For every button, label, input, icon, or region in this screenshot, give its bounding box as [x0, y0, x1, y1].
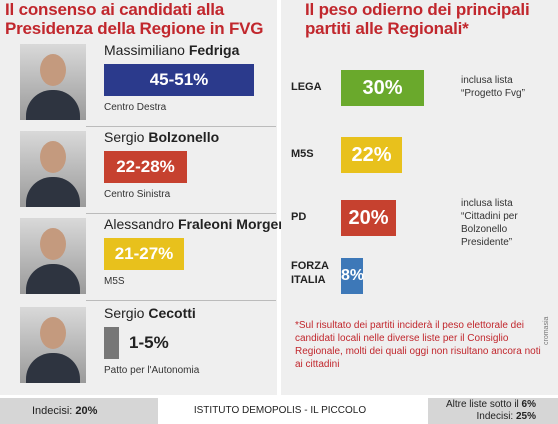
row-separator: [86, 300, 276, 301]
candidate-row: Massimiliano Fedriga 45-51% Centro Destra: [0, 40, 277, 124]
candidate-first-name: Massimiliano: [104, 42, 185, 58]
photo-head: [40, 141, 66, 173]
candidates-panel: Il consenso ai candidati alla Presidenza…: [0, 0, 292, 395]
parties-panel: Il peso odierno dei principali partiti a…: [281, 0, 558, 395]
candidate-name: Sergio Cecotti: [104, 305, 196, 321]
candidate-first-name: Sergio: [104, 129, 145, 145]
candidate-photo: [20, 44, 86, 120]
candidate-range-label: 22-28%: [116, 157, 175, 176]
party-row: LEGA 30% inclusa lista “Progetto Fvg”: [281, 70, 558, 110]
indecisi-left-value: 20%: [75, 405, 98, 417]
candidate-photo: [20, 218, 86, 294]
photo-body: [26, 264, 80, 294]
candidate-photo: [20, 131, 86, 207]
altre-liste-label: Altre liste sotto il: [445, 399, 522, 410]
candidate-name: Massimiliano Fedriga: [104, 42, 239, 58]
party-note: inclusa lista “Cittadini per Bolzonello …: [461, 198, 518, 248]
indecisi-parties: Altre liste sotto il 6% Indecisi: 25%: [428, 398, 558, 424]
candidate-row: Sergio Bolzonello 22-28% Centro Sinistra: [0, 127, 277, 211]
parties-title: Il peso odierno dei principali partiti a…: [305, 0, 530, 38]
candidate-photo: [20, 307, 86, 383]
candidate-first-name: Sergio: [104, 305, 145, 321]
party-row: M5S 22%: [281, 137, 558, 177]
candidate-row: Sergio Cecotti 1-5% Patto per l'Autonomia: [0, 303, 277, 387]
candidate-name: Alessandro Fraleoni Morgera: [104, 216, 292, 232]
party-note: inclusa lista “Progetto Fvg”: [461, 75, 525, 99]
party-bar: 30%: [341, 70, 424, 106]
party-bar: 20%: [341, 200, 396, 236]
candidate-bar: [104, 64, 254, 96]
indecisi-right-value: 25%: [515, 411, 536, 422]
credit: cromasia: [543, 316, 550, 345]
party-row: FORZA ITALIA 8%: [281, 258, 558, 298]
candidate-range-label: 1-5%: [129, 333, 169, 352]
candidate-last-name: Fedriga: [188, 42, 240, 58]
candidates-title: Il consenso ai candidati alla Presidenza…: [5, 0, 264, 38]
candidate-coalition: Patto per l'Autonomia: [104, 365, 200, 376]
party-name: M5S: [291, 148, 314, 160]
candidate-range-label: 21-27%: [114, 244, 174, 263]
party-name: FORZA ITALIA: [291, 260, 329, 286]
candidate-row: Alessandro Fraleoni Morgera 21-27% M5S: [0, 214, 292, 298]
row-separator: [86, 126, 276, 127]
party-bar: 22%: [341, 137, 402, 173]
party-name: PD: [291, 211, 307, 223]
altre-liste-value: 6%: [521, 399, 536, 410]
photo-head: [40, 228, 66, 260]
candidate-range-label: 45-51%: [149, 70, 209, 89]
indecisi-right-label: Indecisi:: [476, 411, 516, 422]
row-separator: [86, 213, 276, 214]
candidate-coalition: Centro Sinistra: [104, 189, 171, 200]
photo-body: [26, 90, 80, 120]
source-label: ISTITUTO DEMOPOLIS - IL PICCOLO: [160, 398, 400, 424]
party-row: PD 20% inclusa lista “Cittadini per Bolzon…: [281, 198, 558, 248]
photo-body: [26, 353, 80, 383]
party-name: LEGA: [291, 81, 322, 93]
candidate-last-name: Fraleoni Morgera: [177, 216, 292, 232]
indecisi-left-label: Indecisi:: [32, 405, 76, 417]
candidate-name: Sergio Bolzonello: [104, 129, 219, 145]
candidate-last-name: Cecotti: [148, 305, 196, 321]
candidate-first-name: Alessandro: [104, 216, 175, 232]
candidate-bar: [104, 238, 184, 270]
footnote: *Sul risultato dei partiti inciderà il p…: [295, 320, 541, 370]
candidate-coalition: M5S: [104, 276, 125, 287]
candidate-last-name: Bolzonello: [148, 129, 220, 145]
indecisi-candidates: Indecisi: 20%: [0, 398, 158, 424]
party-bar: 8%: [341, 258, 364, 294]
photo-head: [40, 317, 66, 349]
candidate-bar: [104, 151, 187, 183]
candidate-coalition: Centro Destra: [104, 102, 167, 113]
candidate-bar: [104, 327, 119, 359]
photo-head: [40, 54, 66, 86]
photo-body: [26, 177, 80, 207]
